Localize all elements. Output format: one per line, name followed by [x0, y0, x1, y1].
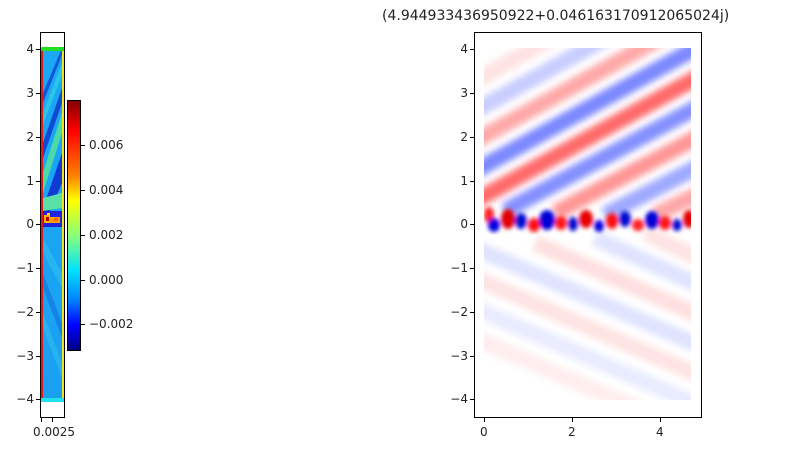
colorbar [67, 100, 81, 351]
left-x-tick-labels: 0.0025 [33, 425, 75, 439]
right-y-tick-label: 2 [460, 130, 468, 144]
right-x-tick-label: 2 [568, 425, 576, 439]
right-y-tick-label: −4 [450, 392, 468, 406]
right-x-tick-label: 4 [656, 425, 664, 439]
right-y-tick-label: 1 [460, 174, 468, 188]
right-field-heatmap [475, 33, 701, 417]
left-y-tick-label: 2 [26, 130, 34, 144]
left-y-tick-label: 4 [26, 42, 34, 56]
right-y-tick-label: −1 [450, 261, 468, 275]
right-y-tick-label: 4 [460, 42, 468, 56]
left-y-tick-label: −1 [16, 261, 34, 275]
left-heatmap [41, 33, 64, 417]
colorbar-tick-label: −0.002 [89, 317, 134, 331]
colorbar-tick-label: 0.000 [89, 273, 124, 287]
right-y-tick-label: 0 [460, 217, 468, 231]
left-y-tick-label: −2 [16, 305, 34, 319]
colorbar-tick-label: 0.004 [89, 183, 124, 197]
left-y-tick-label: −3 [16, 349, 34, 363]
right-x-tick-label: 0 [480, 425, 488, 439]
right-plot-title: (4.944933436950922+0.046163170912065024j… [382, 8, 730, 24]
right-y-tick-label: −3 [450, 349, 468, 363]
colorbar-tick-label: 0.006 [89, 138, 124, 152]
right-y-tick-label: −2 [450, 305, 468, 319]
left-y-tick-label: 1 [26, 174, 34, 188]
left-y-tick-label: 0 [26, 217, 34, 231]
left-y-tick-label: −4 [16, 392, 34, 406]
right-y-tick-label: 3 [460, 86, 468, 100]
left-y-tick-label: 3 [26, 86, 34, 100]
colorbar-tick-label: 0.002 [89, 228, 124, 242]
